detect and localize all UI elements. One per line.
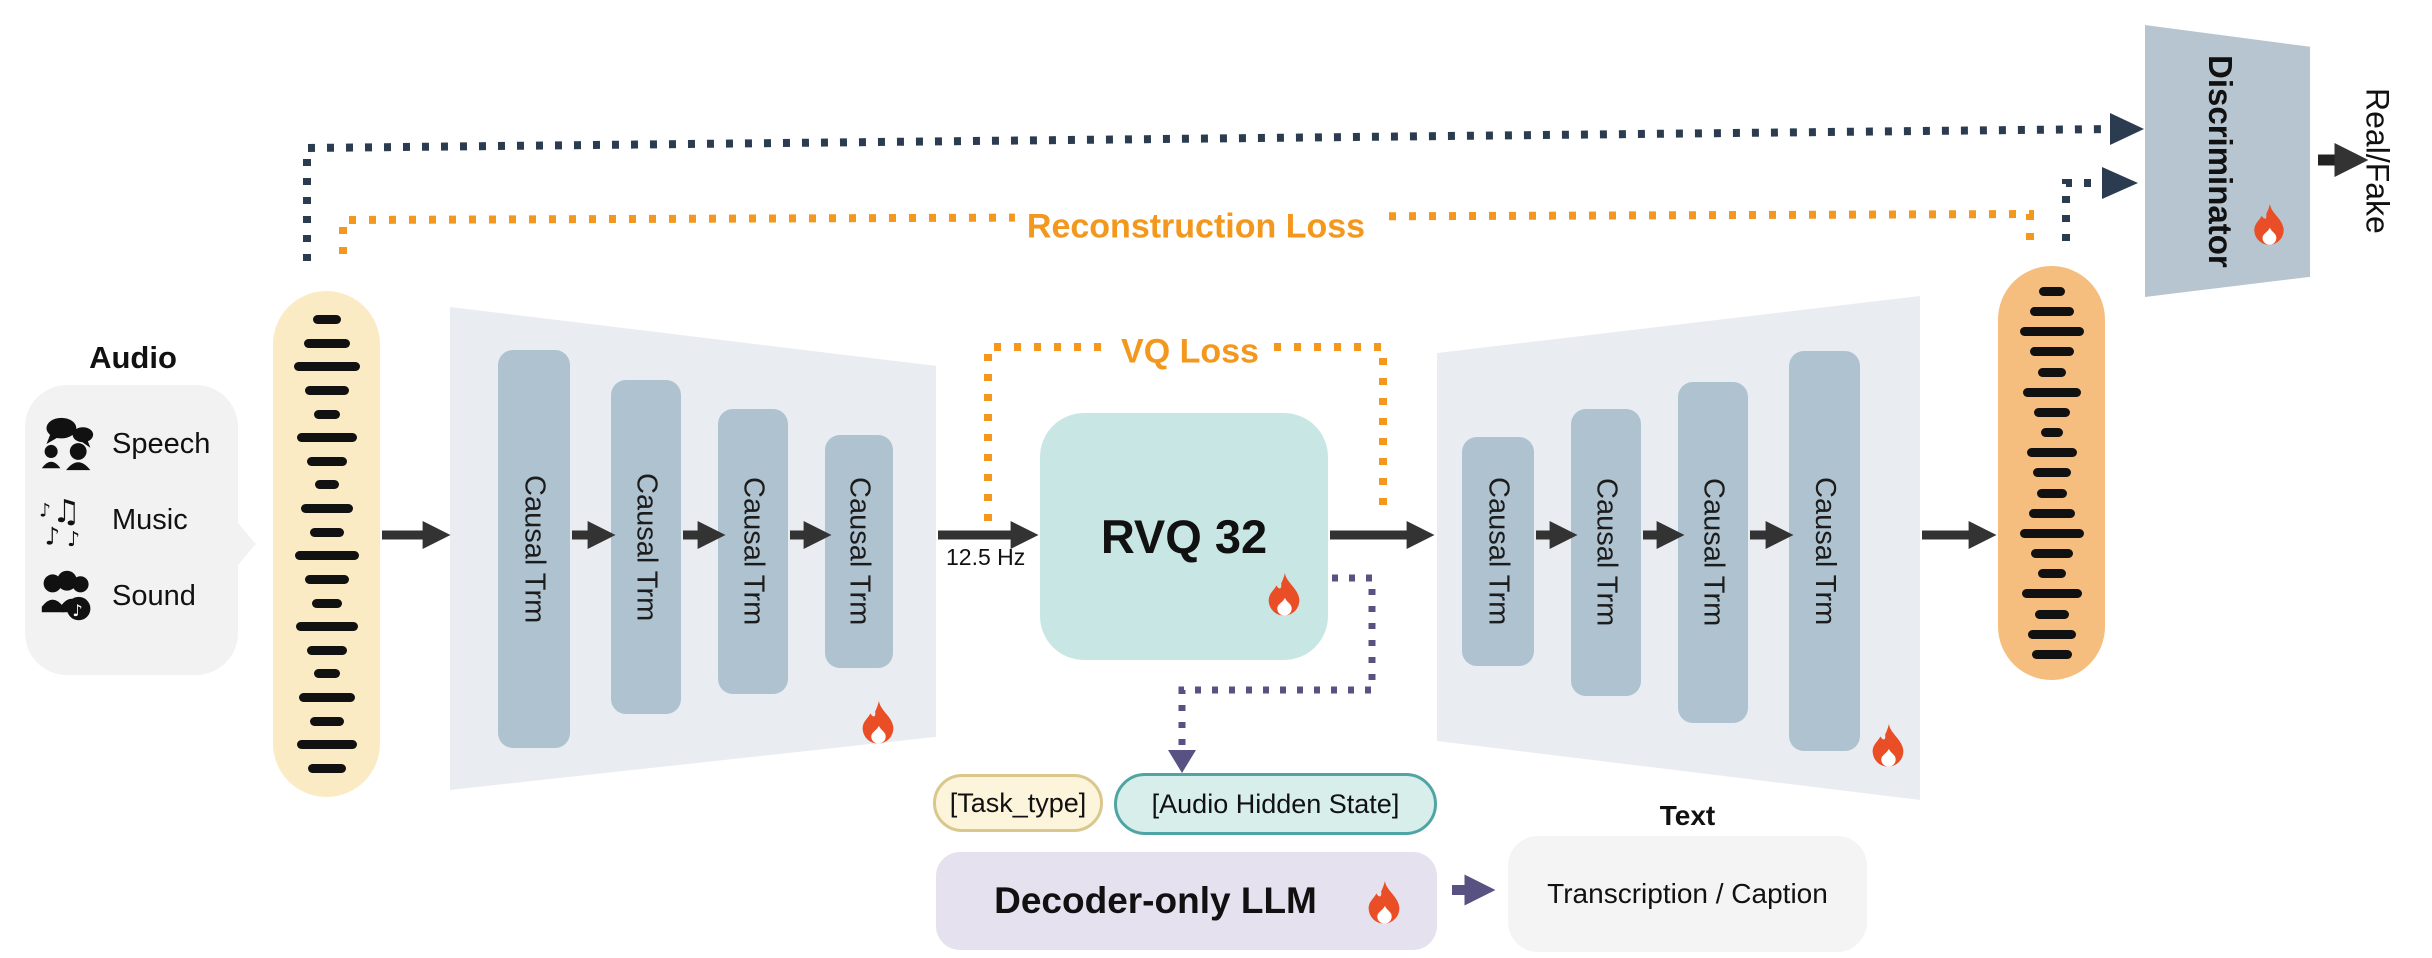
waveform-bar	[306, 456, 347, 466]
waveform-bar	[2031, 649, 2072, 659]
waveform-bar	[304, 574, 349, 584]
waveform-bar	[2036, 488, 2067, 498]
waveform-bar	[2022, 387, 2081, 397]
decoder-block-3: Causal Trm	[1678, 382, 1748, 723]
real-fake-label: Real/Fake	[2359, 88, 2396, 234]
waveform-bar	[2038, 287, 2065, 296]
audio-row-music: ♫ ♪ ♪ ♪ Music	[38, 491, 228, 549]
waveform-bar	[304, 385, 349, 395]
waveform-bar	[2027, 629, 2076, 639]
waveform-bar	[2037, 367, 2066, 377]
waveform-bar	[2033, 407, 2070, 417]
waveform-bar	[2032, 468, 2071, 478]
llm-label: Decoder-only LLM	[994, 880, 1317, 921]
audio-panel-rows: Speech ♫ ♪ ♪ ♪ Music	[38, 415, 228, 625]
waveform-bar	[2030, 549, 2073, 559]
decoder-block-4: Causal Trm	[1789, 351, 1860, 751]
gan-output-dotted-line	[2062, 179, 2102, 241]
waveform-bar	[2029, 347, 2074, 357]
sound-icon: ♪	[38, 567, 96, 625]
waveform-bar	[2021, 589, 2082, 599]
encoder-block-4: Causal Trm	[825, 435, 893, 668]
waveform-bar	[2034, 609, 2069, 619]
waveform-bar	[295, 622, 358, 632]
frame-rate-label: 12.5 Hz	[946, 544, 1026, 570]
audio-hidden-state-token: [Audio Hidden State]	[1114, 773, 1437, 835]
waveform-bar	[311, 598, 342, 608]
discriminator-trapezoid	[2145, 25, 2310, 297]
audio-row-speech: Speech	[38, 415, 228, 473]
audio-item-label: Sound	[112, 579, 196, 612]
speech-icon	[38, 415, 96, 473]
waveform-bar	[314, 480, 339, 490]
waveform-bar	[2040, 428, 2063, 438]
waveform-bar	[296, 740, 357, 750]
gan-input-arrowhead	[2110, 113, 2144, 145]
music-icon: ♫ ♪ ♪ ♪	[38, 491, 96, 549]
input-waveform	[273, 291, 380, 797]
rvq-label: RVQ 32	[1100, 510, 1268, 563]
waveform-bar	[306, 645, 347, 655]
waveform-bar	[303, 338, 350, 348]
rvq-to-llm-arrowhead	[1168, 750, 1196, 773]
waveform-bar	[309, 527, 344, 537]
waveform-bar	[2026, 448, 2077, 458]
waveform-bar	[2029, 307, 2074, 317]
svg-text:♪: ♪	[72, 601, 82, 620]
svg-text:♪: ♪	[45, 521, 60, 548]
rvq-box: RVQ 32	[1040, 413, 1328, 660]
output-waveform	[1998, 266, 2105, 680]
waveform-bar	[309, 716, 344, 726]
waveform-bar	[313, 669, 340, 679]
waveform-bar	[293, 362, 360, 372]
waveform-bar	[307, 763, 346, 773]
audio-item-label: Music	[112, 503, 188, 536]
waveform-bar	[294, 551, 359, 561]
encoder-block-3: Causal Trm	[718, 409, 788, 694]
audio-item-label: Speech	[112, 427, 211, 460]
svg-text:♪: ♪	[67, 527, 80, 548]
text-output-title: Text	[1659, 800, 1716, 831]
gan-output-arrowhead	[2102, 167, 2138, 199]
waveform-bar	[296, 433, 357, 443]
waveform-bar	[2037, 569, 2066, 579]
reconstruction-loss-label: Reconstruction Loss	[1014, 205, 1378, 249]
task-type-token: [Task_type]	[933, 774, 1103, 832]
waveform-bar	[2028, 508, 2075, 518]
svg-text:♫: ♫	[52, 494, 80, 530]
waveform-bar	[313, 409, 340, 419]
transcription-caption-label: Transcription / Caption	[1547, 878, 1828, 909]
vq-loss-label: VQ Loss	[1109, 330, 1271, 374]
svg-text:♪: ♪	[39, 500, 51, 521]
waveform-bar	[312, 315, 341, 324]
transcription-caption-box: Transcription / Caption	[1508, 836, 1867, 952]
decoder-only-llm-box: Decoder-only LLM	[936, 852, 1437, 950]
audio-row-sound: ♪ Sound	[38, 567, 228, 625]
audio-panel-title: Audio	[89, 340, 177, 375]
decoder-block-2: Causal Trm	[1571, 409, 1641, 696]
encoder-block-2: Causal Trm	[611, 380, 681, 714]
waveform-bar	[2019, 528, 2084, 538]
waveform-bar	[298, 693, 355, 702]
encoder-block-1: Causal Trm	[498, 350, 570, 748]
decoder-block-1: Causal Trm	[1462, 437, 1534, 666]
waveform-bar	[300, 504, 353, 513]
discriminator-label: Discriminator	[2202, 54, 2239, 268]
waveform-bar	[2019, 327, 2084, 337]
